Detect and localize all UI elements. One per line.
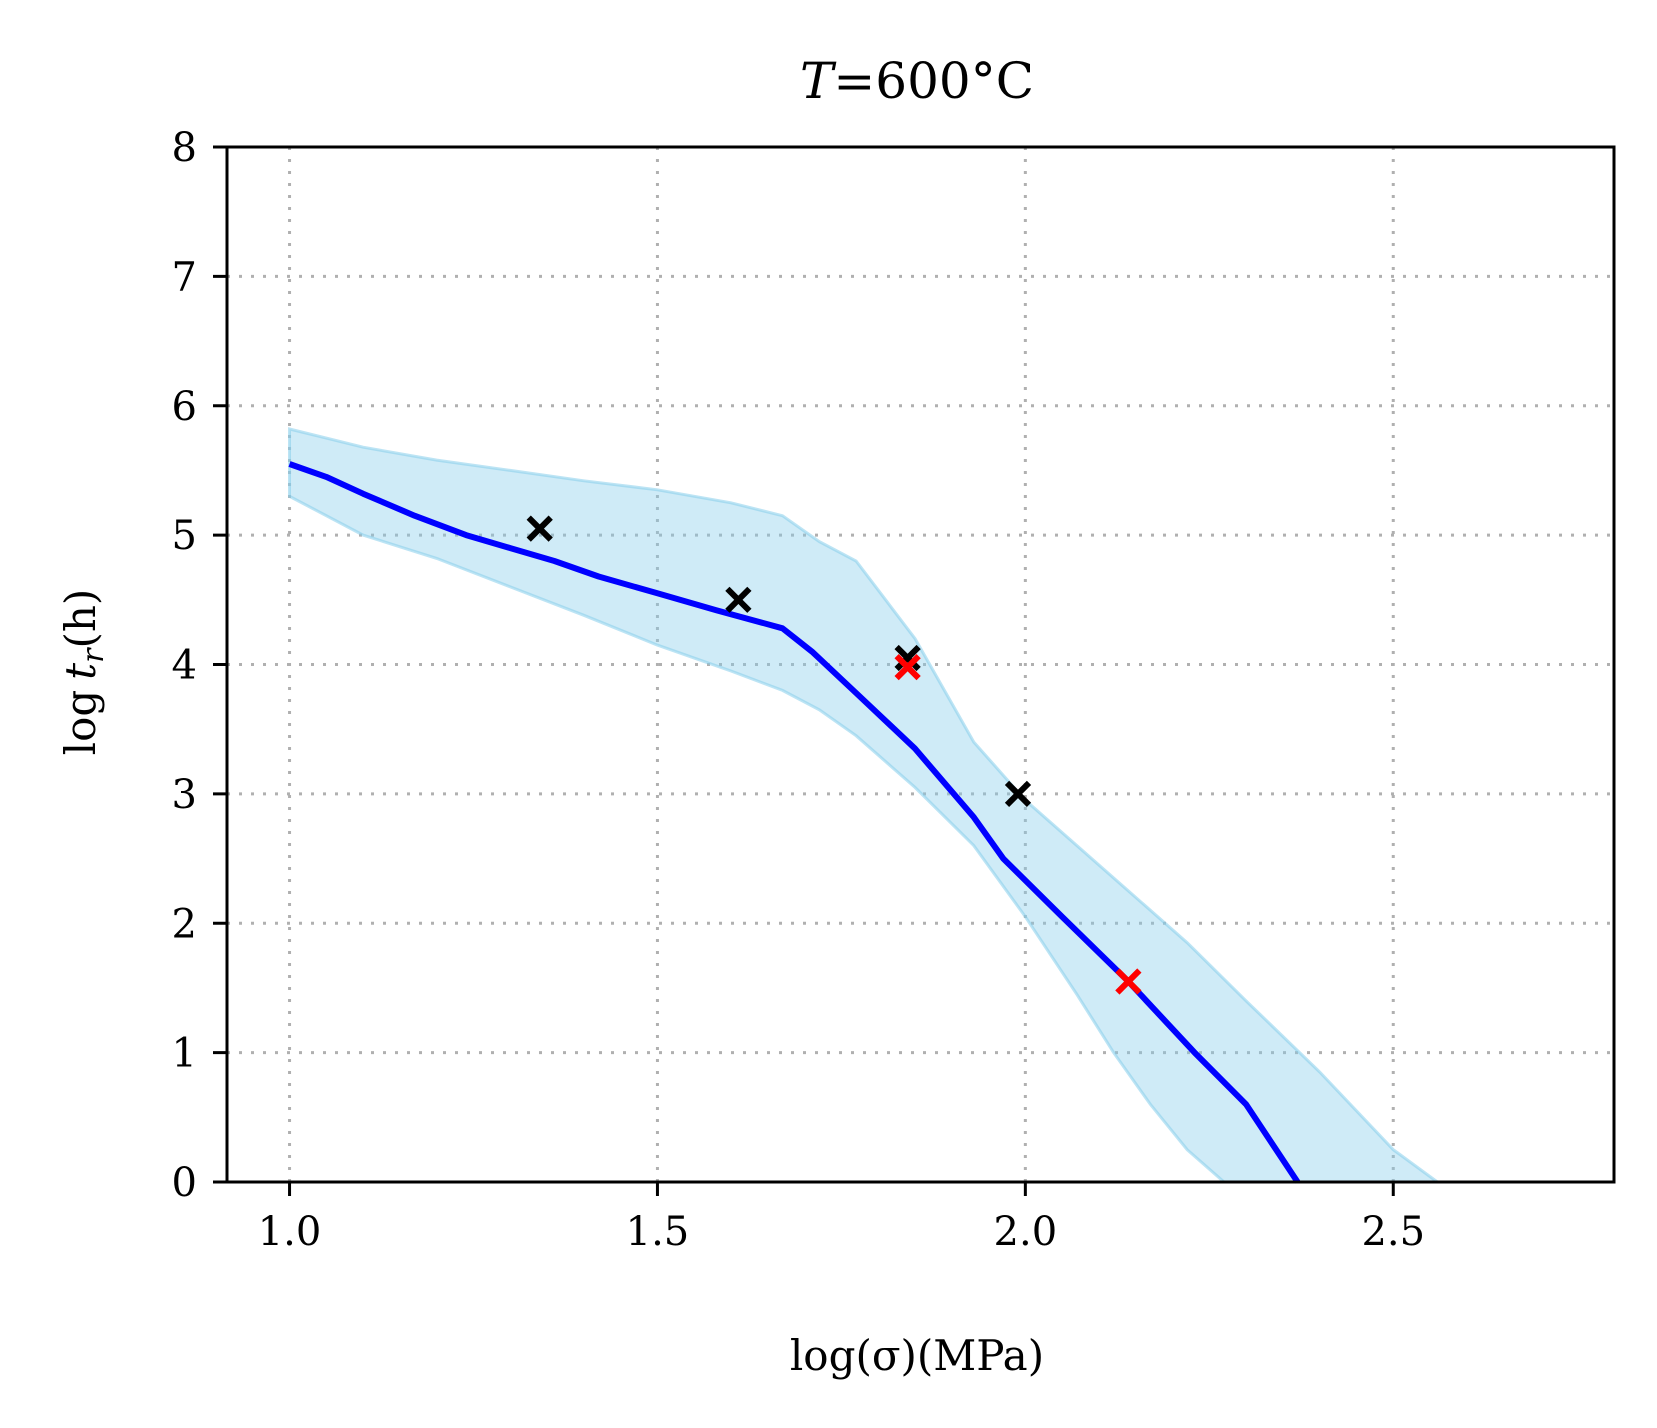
y-axis-label: log tr(h) [56,589,111,756]
x-tick-label: 1.5 [626,1209,690,1255]
black-cross-marker-3 [1004,780,1032,807]
black-cross-marker-2 [894,644,921,672]
y-tick-label: 4 [172,643,197,689]
chart-title-variable: T [800,52,837,110]
y-tick-label: 6 [172,384,197,430]
tick-layer: 1.0 1.5 2.0 2.5 0 1 2 3 4 5 6 7 8 [172,125,1426,1255]
y-tick-label: 0 [172,1160,197,1206]
y-axis-label-subscript: r [76,647,111,663]
chart-title: T=600°C [800,52,1034,110]
y-tick-label: 3 [172,772,197,818]
mean-prediction-line [288,461,1301,1184]
x-tick-label: 1.0 [258,1209,322,1255]
black-cross-marker-0 [526,515,553,542]
chart-title-value: =600°C [833,52,1034,110]
x-axis-label: log(σ)(MPa) [790,1331,1044,1380]
y-tick-label: 1 [172,1031,197,1077]
marker-layer [526,515,1142,995]
grid-layer [227,147,1614,1182]
y-axis-label-unit: (h) [56,589,105,649]
y-axis-label-log: log [56,690,105,756]
x-tick-label: 2.0 [994,1209,1058,1255]
x-tick-label: 2.5 [1361,1209,1425,1255]
y-tick-label: 5 [172,513,197,559]
uncertainty-band [288,427,1442,1184]
red-cross-marker-0 [894,653,921,681]
uncertainty-band-layer [288,427,1442,1184]
y-tick-label: 2 [172,901,197,947]
mean-line-layer [288,461,1301,1184]
black-cross-marker-1 [725,586,752,613]
y-axis-label-variable: t [56,663,105,680]
red-cross-marker-1 [1115,968,1142,995]
y-tick-label: 7 [172,254,197,300]
y-tick-label: 8 [172,125,197,171]
